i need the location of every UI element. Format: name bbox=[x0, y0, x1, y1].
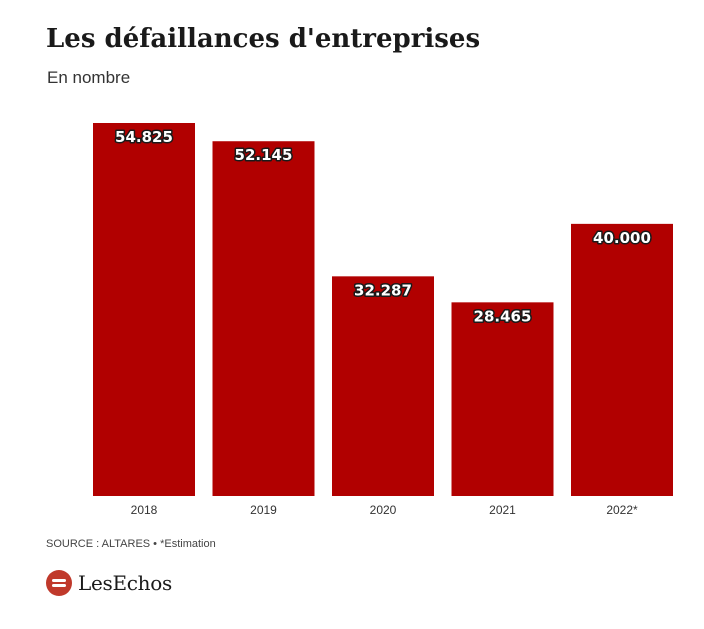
bar-2019 bbox=[212, 141, 315, 497]
bar-value-label: 40.000 bbox=[593, 229, 651, 247]
bar-2018 bbox=[93, 123, 195, 496]
x-tick-label: 2019 bbox=[250, 503, 277, 517]
bar-2021 bbox=[451, 302, 554, 496]
x-tick-label: 2020 bbox=[370, 503, 397, 517]
bar-value-label: 54.825 bbox=[115, 128, 173, 146]
chart-subtitle: En nombre bbox=[47, 68, 131, 87]
source-note: SOURCE : ALTARES • *Estimation bbox=[46, 538, 216, 550]
les-echos-logo-icon bbox=[46, 570, 72, 596]
chart-title: Les défaillances d'entreprises bbox=[46, 24, 481, 54]
bar-value-label: 52.145 bbox=[235, 146, 293, 164]
x-tick-label: 2021 bbox=[489, 503, 516, 517]
bar-2020 bbox=[332, 276, 434, 496]
brand-name: LesEchos bbox=[78, 571, 172, 595]
bar-value-label: 32.287 bbox=[354, 281, 412, 299]
brand-logo: LesEchos bbox=[46, 570, 172, 596]
x-tick-label: 2022* bbox=[606, 503, 638, 517]
bar-2022* bbox=[571, 223, 673, 496]
bar-value-label: 28.465 bbox=[474, 307, 532, 325]
bar-chart: 54.825 2018 52.145 2019 32.287 2020 28.465 2021… bbox=[93, 123, 673, 517]
x-tick-label: 2018 bbox=[131, 503, 158, 517]
